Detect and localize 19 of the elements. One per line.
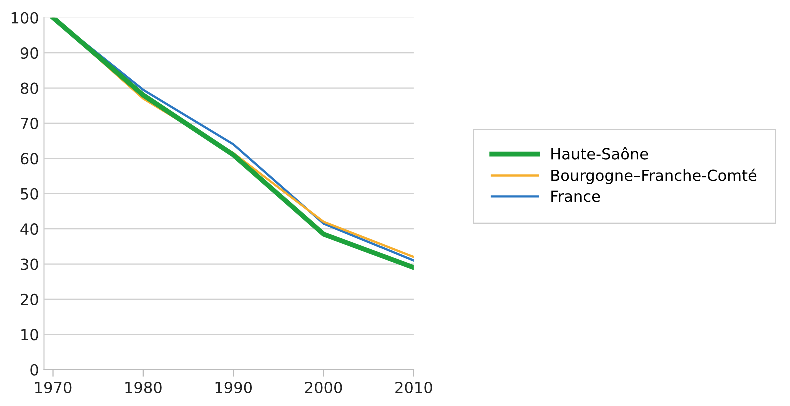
legend-label: Haute-Saône	[552, 147, 648, 160]
y-tick-label: 70	[21, 118, 38, 130]
y-tick-label: 0	[30, 364, 38, 376]
y-tick-label: 30	[21, 258, 38, 270]
x-tick-label: 1990	[216, 382, 252, 394]
y-tick-label: 80	[20, 82, 38, 94]
y-tick-label: 60	[21, 153, 38, 165]
y-tick-label: 100	[12, 12, 38, 24]
y-tick-label: 10	[22, 329, 38, 341]
y-tick-label: 40	[20, 224, 38, 236]
legend-label: Bourgogne–Franche-Comté	[552, 168, 757, 184]
x-tick-label: 1970	[35, 382, 72, 394]
y-tick-label: 50	[21, 188, 38, 200]
y-tick-label: 90	[20, 48, 38, 60]
x-tick-label: 2010	[396, 382, 432, 394]
x-tick-label: 1980	[126, 382, 162, 394]
x-tick-label: 2000	[305, 382, 342, 394]
legend-label: France	[552, 190, 600, 202]
y-tick-label: 20	[21, 294, 38, 306]
